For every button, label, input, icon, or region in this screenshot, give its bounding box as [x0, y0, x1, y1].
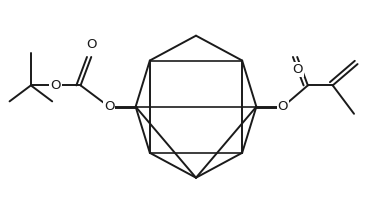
Text: O: O [278, 100, 288, 113]
Text: O: O [86, 38, 96, 51]
Text: O: O [51, 79, 61, 92]
Text: O: O [104, 100, 114, 113]
Text: O: O [292, 63, 303, 76]
